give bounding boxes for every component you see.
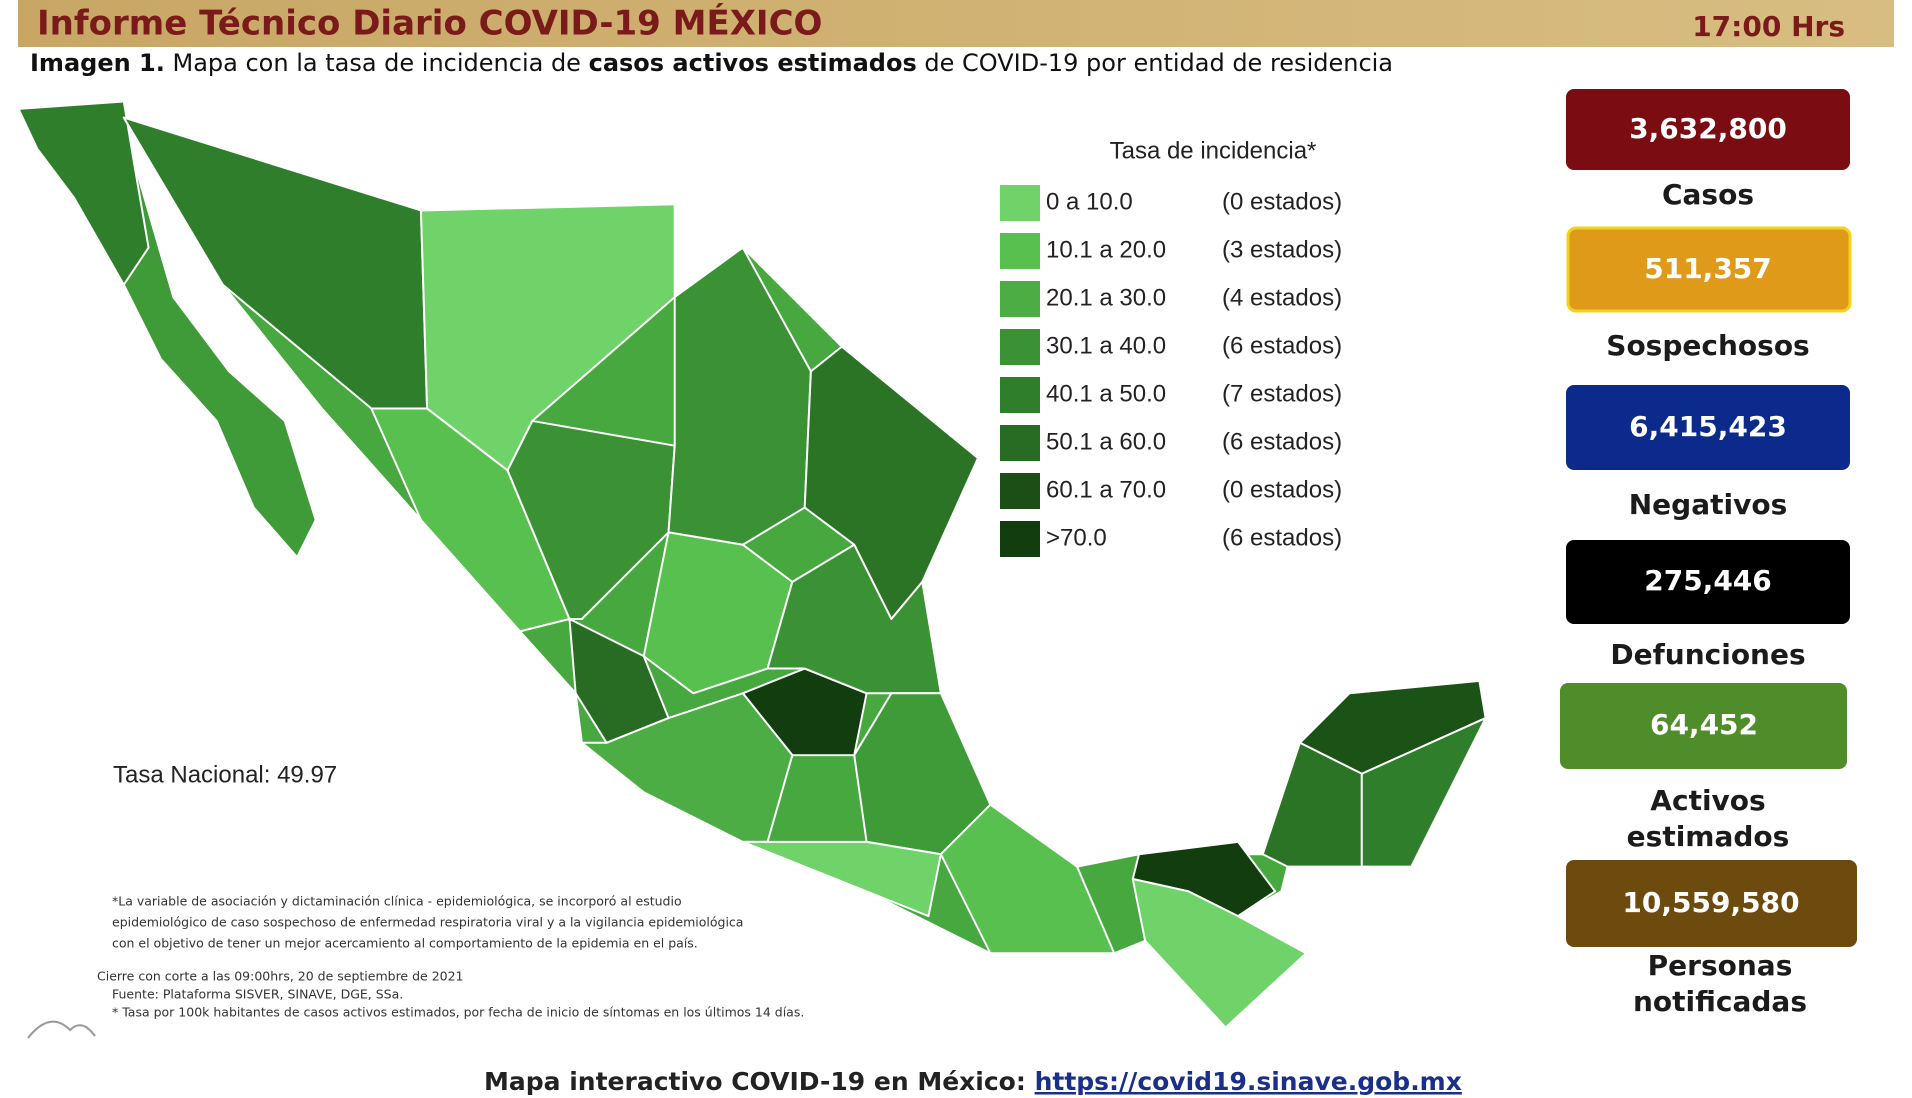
legend-title: Tasa de incidencia* [1110,137,1317,164]
footer: Mapa interactivo COVID-19 en México: htt… [484,1067,1462,1096]
note: epidemiológico de caso sospechoso de enf… [112,915,743,930]
national-rate: Tasa Nacional: 49.97 [113,761,337,788]
stat-box [1560,683,1847,769]
subtitle-text: Mapa con la tasa de incidencia de [173,49,581,77]
stat-value: 10,559,580 [1622,886,1799,919]
map [17,100,1487,1029]
subtitle-text: de COVID-19 por entidad de residencia [924,49,1393,77]
footer-link[interactable]: https://covid19.sinave.gob.mx [1035,1067,1462,1096]
state [17,100,150,286]
state [1360,717,1487,868]
stats: 3,632,800 Casos 511,357 Sospechosos 6,41… [1560,89,1857,1018]
note: *La variable de asociación y dictaminaci… [112,894,682,909]
stat-label: Personas [1648,949,1793,982]
stat-label: Defunciones [1610,638,1805,671]
legend-range: 50.1 a 60.0 [1046,428,1166,455]
note: Fuente: Plataforma SISVER, SINAVE, DGE, … [112,987,403,1002]
legend-range: 30.1 a 40.0 [1046,332,1166,359]
stat-label: notificadas [1633,985,1807,1018]
state [939,803,1116,955]
stat-value: 6,415,423 [1629,410,1787,443]
note: Cierre con corte a las 09:00hrs, 20 de s… [97,969,464,984]
footer-text: Mapa interactivo COVID-19 en México: [484,1067,1026,1096]
legend-swatch [1000,377,1040,413]
stat-box [1566,540,1850,624]
stat-value: 275,446 [1644,564,1772,597]
stat-value: 511,357 [1644,252,1772,285]
legend-count: (6 estados) [1222,524,1342,551]
stat-label: Negativos [1629,488,1788,521]
stat-label: Casos [1662,178,1754,211]
legend-count: (3 estados) [1222,236,1342,263]
legend-range: 10.1 a 20.0 [1046,236,1166,263]
header-title: Informe Técnico Diario COVID-19 MÉXICO [37,3,822,44]
stat-box [1566,385,1850,470]
logo [27,1020,96,1039]
stat-box [1566,89,1850,170]
legend-count: (0 estados) [1222,188,1342,215]
notes: *La variable de asociación y dictaminaci… [27,894,804,1039]
stat-box [1566,226,1852,313]
legend-range: 20.1 a 30.0 [1046,284,1166,311]
header-time: 17:00 Hrs [1692,10,1845,43]
legend: 0 a 10.0 10.1 a 20.0 20.1 a 30.0 30.1 a … [1000,185,1342,557]
legend-swatch [1000,185,1040,221]
legend-count: (4 estados) [1222,284,1342,311]
state [741,840,942,918]
subtitle: Imagen 1. Mapa con la tasa de incidencia… [30,49,1393,77]
stat-value: 64,452 [1650,708,1758,741]
stat-value: 3,632,800 [1629,112,1787,145]
legend-range: 0 a 10.0 [1046,188,1133,215]
legend-range: 40.1 a 50.0 [1046,380,1166,407]
legend-count: (6 estados) [1222,332,1342,359]
legend-count: (6 estados) [1222,428,1342,455]
header-bar [18,0,1894,47]
stat-label: Sospechosos [1606,329,1809,362]
legend-swatch [1000,233,1040,269]
legend-swatch [1000,473,1040,509]
stat-label: estimados [1627,820,1790,853]
legend-count: (7 estados) [1222,380,1342,407]
subtitle-bold: casos activos estimados [589,49,917,77]
note: * Tasa por 100k habitantes de casos acti… [112,1005,804,1020]
stat-label: Activos [1650,784,1765,817]
legend-swatch [1000,521,1040,557]
legend-swatch [1000,281,1040,317]
state [1131,877,1308,1029]
legend-swatch [1000,425,1040,461]
legend-count: (0 estados) [1222,476,1342,503]
subtitle-label: Imagen 1. [30,49,165,77]
stat-box [1566,860,1857,947]
legend-range: >70.0 [1046,524,1107,551]
legend-range: 60.1 a 70.0 [1046,476,1166,503]
state [580,692,794,843]
legend-swatch [1000,329,1040,365]
note: con el objetivo de tener un mejor acerca… [112,936,698,951]
state [667,246,812,546]
